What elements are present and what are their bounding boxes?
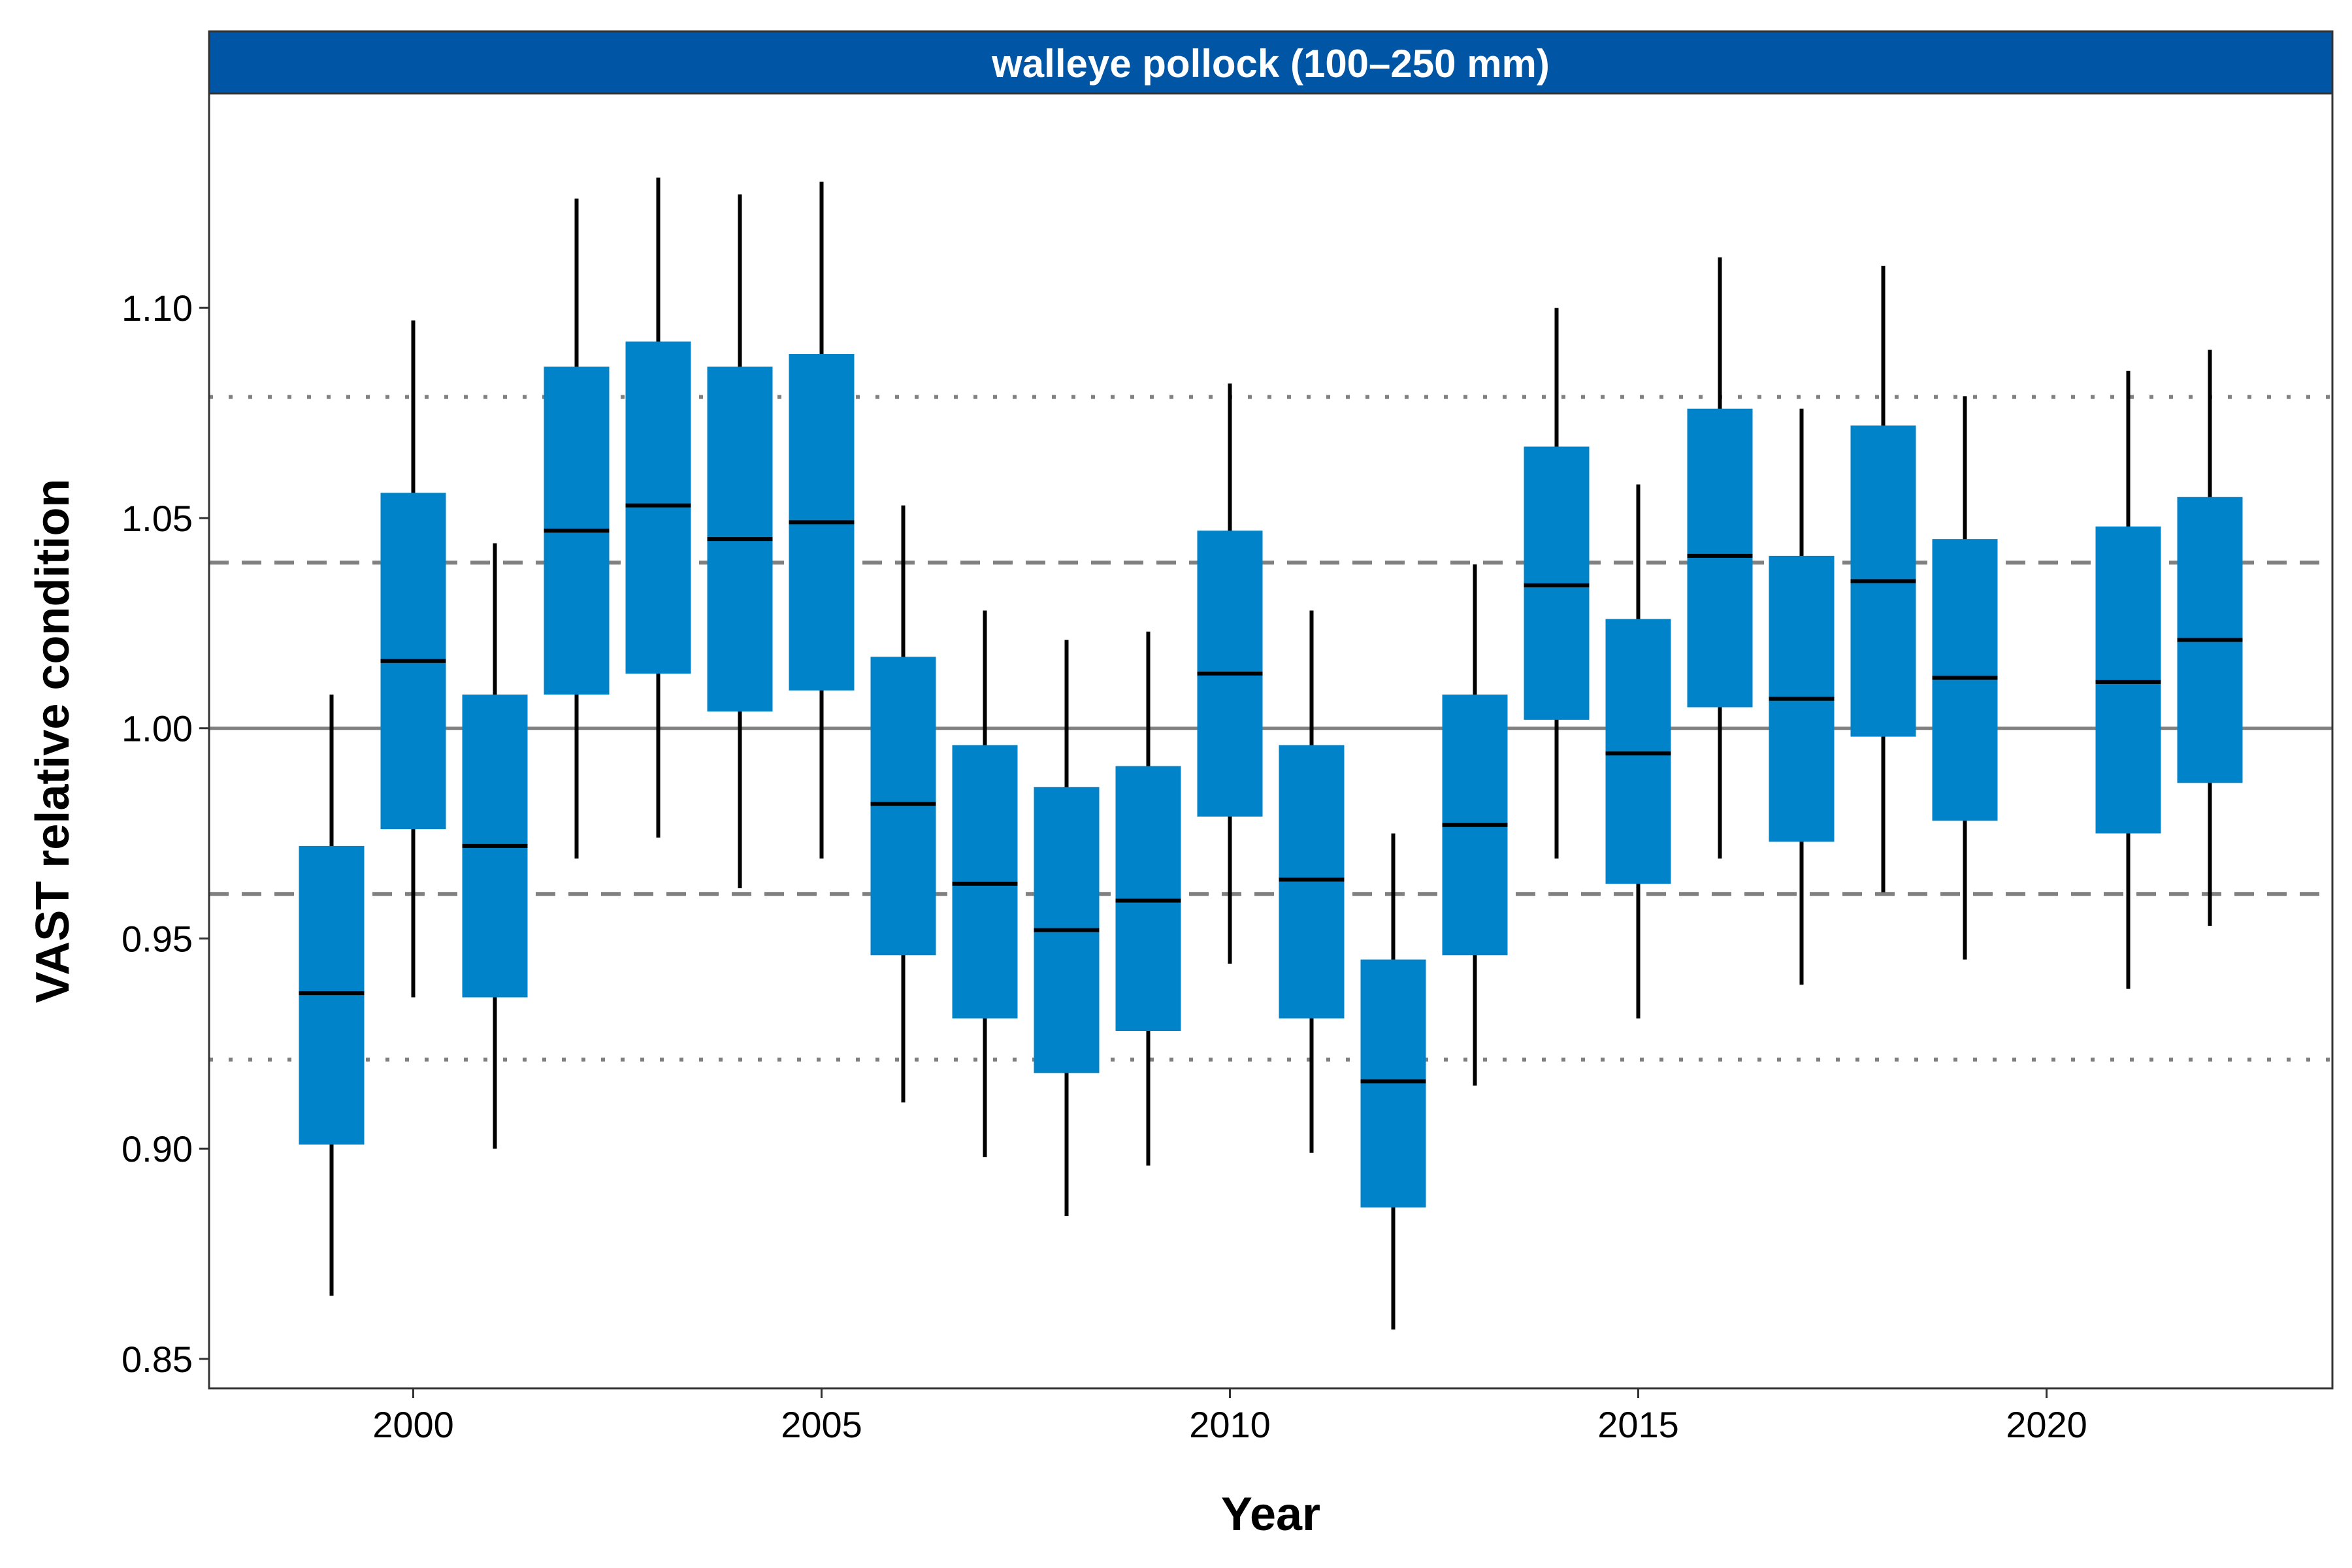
y-tick-label: 0.85 — [122, 1339, 193, 1380]
x-tick-label: 2005 — [781, 1404, 862, 1445]
box-2006 — [870, 657, 936, 956]
box-2011 — [1279, 745, 1345, 1019]
y-tick-label: 1.10 — [122, 287, 193, 329]
x-axis: 2000 2005 2010 2015 2020 — [372, 1388, 2087, 1445]
y-tick-label: 0.95 — [122, 918, 193, 959]
y-axis: 0.85 0.90 0.95 1.00 1.05 1.10 — [122, 287, 209, 1380]
x-tick-label: 2020 — [2006, 1404, 2087, 1445]
panel-strip — [208, 30, 2334, 95]
box-2016 — [1687, 408, 1753, 708]
x-tick-label: 2000 — [372, 1404, 454, 1445]
box-2009 — [1115, 766, 1181, 1032]
y-tick-label: 0.90 — [122, 1128, 193, 1169]
y-tick-label: 1.05 — [122, 498, 193, 539]
x-axis-title: Year — [1221, 1488, 1320, 1541]
box-2019 — [1932, 539, 1998, 821]
x-tick-label: 2010 — [1189, 1404, 1271, 1445]
box-group — [299, 341, 2243, 1208]
y-tick-label: 1.00 — [122, 708, 193, 749]
panel-title: walleye pollock (100–250 mm) — [991, 42, 1550, 86]
box-2021 — [2095, 526, 2161, 834]
box-2007 — [952, 745, 1018, 1019]
x-tick-label: 2015 — [1597, 1404, 1679, 1445]
box-2015 — [1605, 619, 1671, 884]
median-group — [299, 503, 2243, 1084]
box-2012 — [1360, 959, 1426, 1208]
y-axis-title: VAST relative condition — [27, 479, 79, 1004]
box-2003 — [625, 341, 691, 674]
box-1999 — [299, 845, 365, 1145]
box-2014 — [1524, 446, 1590, 720]
